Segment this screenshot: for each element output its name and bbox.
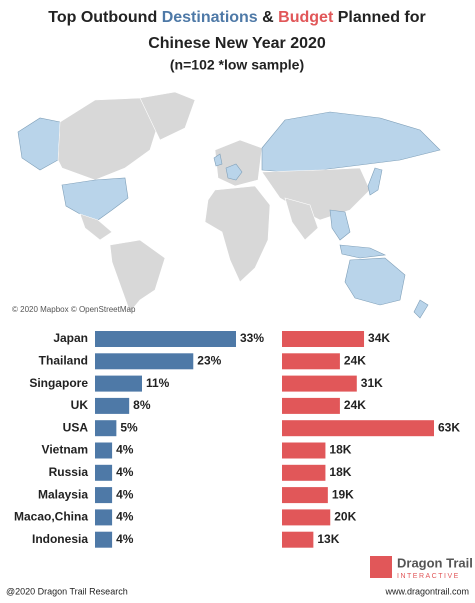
bar: [95, 442, 113, 459]
value-label: 5%: [120, 420, 138, 434]
southeast-asia: [329, 209, 351, 241]
logo: Dragon Trail INTERACTIVE: [370, 555, 473, 580]
value-label: 4%: [116, 510, 134, 524]
bar: [282, 464, 326, 481]
bar: [282, 331, 365, 347]
value-label: 4%: [116, 465, 134, 479]
bar: [282, 531, 314, 548]
usa: [61, 177, 129, 221]
category-label: USA: [63, 420, 89, 434]
south-america: [109, 239, 166, 313]
value-label: 8%: [133, 398, 151, 412]
value-label: 31K: [361, 376, 383, 390]
bar: [282, 353, 340, 370]
title-part: Planned for: [338, 9, 426, 26]
value-label: 34K: [368, 331, 390, 345]
logo-text: Dragon Trail: [397, 555, 473, 570]
value-label: 18K: [329, 443, 351, 457]
footer-right: www.dragontrail.com: [384, 586, 469, 596]
europe: [214, 139, 263, 187]
bar: [282, 420, 434, 437]
category-label: Singapore: [29, 376, 88, 390]
bar: [282, 509, 331, 526]
chart-subtitle: (n=102 *low sample): [170, 57, 304, 73]
category-label: Russia: [49, 465, 89, 479]
value-label: 11%: [146, 376, 170, 390]
world-map: © 2020 Mapbox © OpenStreetMap: [12, 91, 441, 319]
bar: [282, 442, 326, 459]
value-label: 4%: [116, 532, 134, 546]
value-label: 33%: [240, 331, 264, 345]
value-label: 20K: [334, 510, 356, 524]
value-label: 24K: [344, 398, 366, 412]
value-label: 24K: [344, 353, 366, 367]
bar: [95, 397, 130, 414]
value-label: 63K: [438, 420, 460, 434]
bar: [95, 464, 113, 481]
new-zealand: [413, 299, 429, 319]
category-label: Vietnam: [42, 443, 88, 457]
bar: [95, 375, 142, 392]
mexico: [79, 213, 113, 241]
value-label: 23%: [197, 353, 221, 367]
bar: [95, 531, 113, 548]
alaska: [17, 117, 61, 171]
asia: [261, 167, 371, 221]
canada: [57, 97, 161, 181]
value-label: 4%: [116, 487, 134, 501]
value-label: 13K: [317, 532, 339, 546]
bar: [95, 353, 194, 370]
indonesia: [339, 244, 387, 259]
title-part: Destinations: [162, 9, 258, 26]
footer-left: @2020 Dragon Trail Research: [6, 586, 128, 596]
category-label: Japan: [53, 331, 88, 345]
bar: [282, 375, 357, 392]
title-part: &: [262, 9, 274, 26]
africa: [204, 185, 271, 283]
value-label: 4%: [116, 443, 134, 457]
russia: [261, 111, 441, 173]
title-part: Top Outbound: [48, 9, 157, 26]
logo-tagline: INTERACTIVE: [397, 573, 460, 580]
japan: [367, 167, 383, 196]
bar: [282, 397, 340, 414]
value-label: 19K: [332, 487, 354, 501]
chart-title: Top Outbound Destinations & Budget Plann…: [48, 9, 426, 26]
category-label: Thailand: [39, 353, 88, 367]
australia: [344, 257, 406, 306]
logo-icon: [370, 556, 392, 578]
bar: [95, 509, 113, 526]
india: [284, 197, 319, 241]
value-label: 18K: [329, 465, 351, 479]
bar: [282, 487, 328, 504]
chart-title: Chinese New Year 2020: [148, 35, 326, 52]
europe-highlight: [225, 163, 243, 181]
title-part: Budget: [278, 9, 334, 26]
uk: [213, 153, 223, 167]
bar: [95, 487, 113, 504]
bar: [95, 331, 236, 347]
bar: [95, 420, 117, 437]
greenland: [139, 91, 196, 141]
category-label: Indonesia: [32, 532, 88, 546]
category-label: Macao,China: [14, 510, 88, 524]
category-label: UK: [71, 398, 89, 412]
map-credit: © 2020 Mapbox © OpenStreetMap: [12, 305, 136, 314]
category-label: Malaysia: [38, 487, 88, 501]
